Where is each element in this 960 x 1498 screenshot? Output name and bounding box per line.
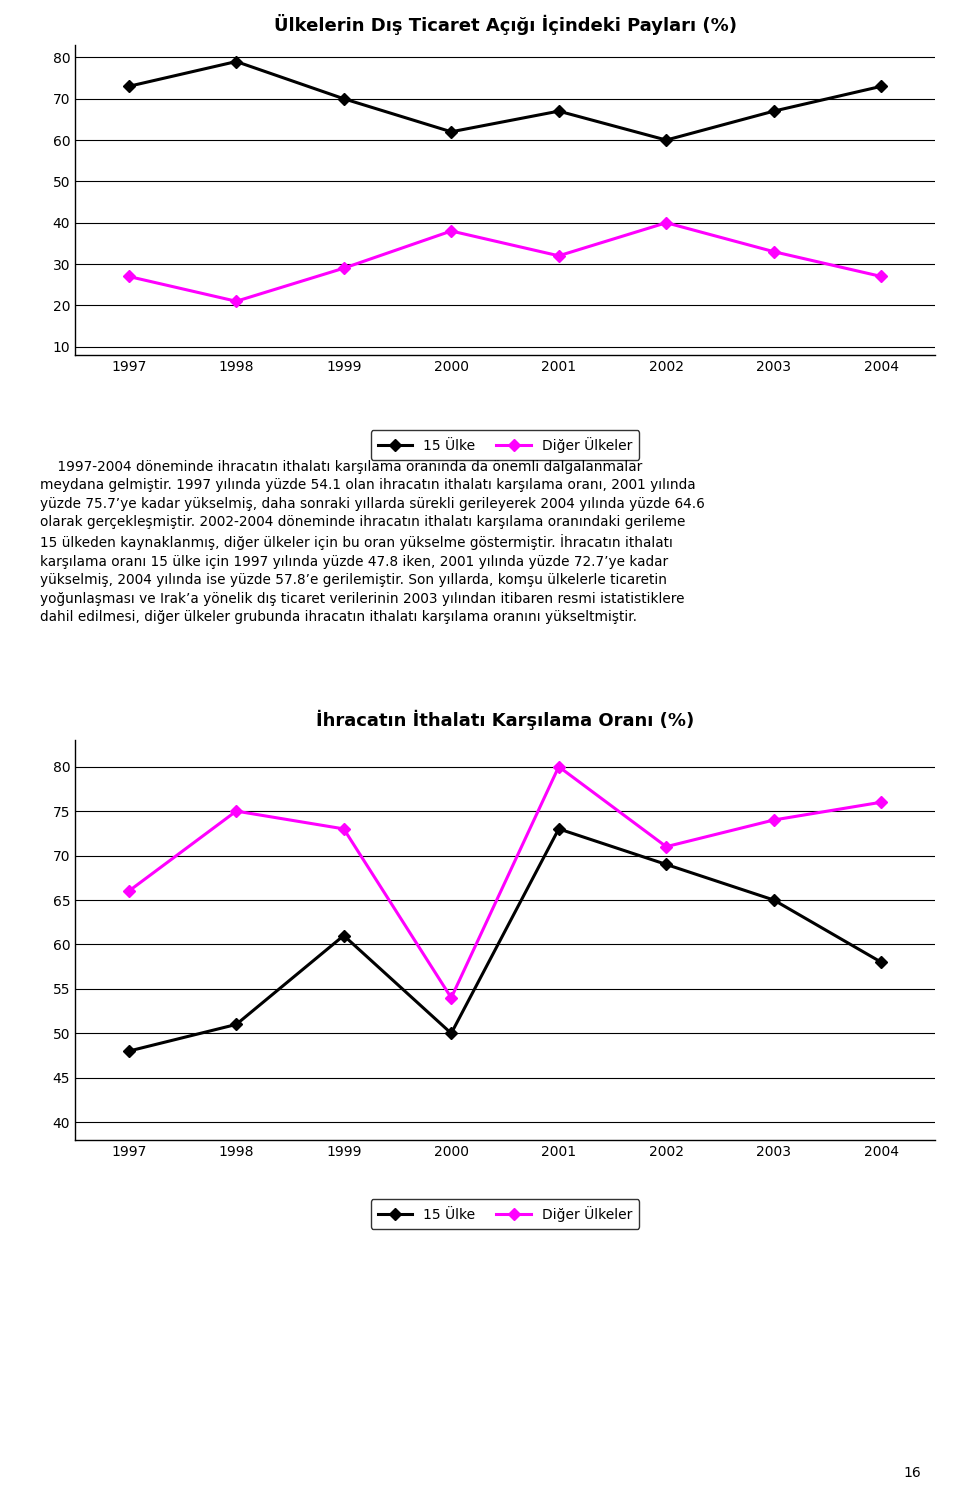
Diğer Ülkeler: [876, 794, 887, 812]
Diğer Ülkeler: [230, 292, 242, 310]
Diğer Ülkeler: [445, 222, 457, 240]
15 Ülke: [768, 102, 780, 120]
Diğer Ülkeler: [338, 819, 349, 837]
15 Ülke: [123, 1043, 134, 1061]
Legend: 15 Ülke, Diğer Ülkeler: 15 Ülke, Diğer Ülkeler: [371, 1198, 639, 1228]
15 Ülke: [876, 78, 887, 96]
Diğer Ülkeler: [660, 837, 672, 855]
Text: 16: 16: [904, 1467, 922, 1480]
Diğer Ülkeler: [338, 259, 349, 277]
Diğer Ülkeler: [123, 882, 134, 900]
Diğer Ülkeler: [445, 989, 457, 1007]
Title: Ülkelerin Dış Ticaret Açığı İçindeki Payları (%): Ülkelerin Dış Ticaret Açığı İçindeki Pay…: [274, 13, 736, 34]
Diğer Ülkeler: [123, 268, 134, 286]
Diğer Ülkeler: [768, 810, 780, 828]
Line: 15 Ülke: 15 Ülke: [125, 57, 885, 144]
15 Ülke: [445, 123, 457, 141]
15 Ülke: [338, 90, 349, 108]
15 Ülke: [553, 102, 564, 120]
15 Ülke: [338, 927, 349, 945]
Line: 15 Ülke: 15 Ülke: [125, 825, 885, 1055]
15 Ülke: [230, 52, 242, 70]
Diğer Ülkeler: [660, 214, 672, 232]
15 Ülke: [230, 1016, 242, 1034]
Line: Diğer Ülkeler: Diğer Ülkeler: [125, 219, 885, 306]
15 Ülke: [123, 78, 134, 96]
Diğer Ülkeler: [230, 801, 242, 819]
Text: 1997-2004 döneminde ihracatın ithalatı karşılama oranında da önemli dalgalanmala: 1997-2004 döneminde ihracatın ithalatı k…: [40, 460, 705, 625]
15 Ülke: [660, 855, 672, 873]
Title: İhracatın İthalatı Karşılama Oranı (%): İhracatın İthalatı Karşılama Oranı (%): [316, 710, 694, 730]
Legend: 15 Ülke, Diğer Ülkeler: 15 Ülke, Diğer Ülkeler: [371, 430, 639, 460]
Diğer Ülkeler: [876, 268, 887, 286]
15 Ülke: [768, 891, 780, 909]
15 Ülke: [445, 1025, 457, 1043]
Diğer Ülkeler: [553, 247, 564, 265]
15 Ülke: [660, 132, 672, 150]
Line: Diğer Ülkeler: Diğer Ülkeler: [125, 762, 885, 1002]
15 Ülke: [876, 953, 887, 971]
15 Ülke: [553, 819, 564, 837]
Diğer Ülkeler: [768, 243, 780, 261]
Diğer Ülkeler: [553, 758, 564, 776]
